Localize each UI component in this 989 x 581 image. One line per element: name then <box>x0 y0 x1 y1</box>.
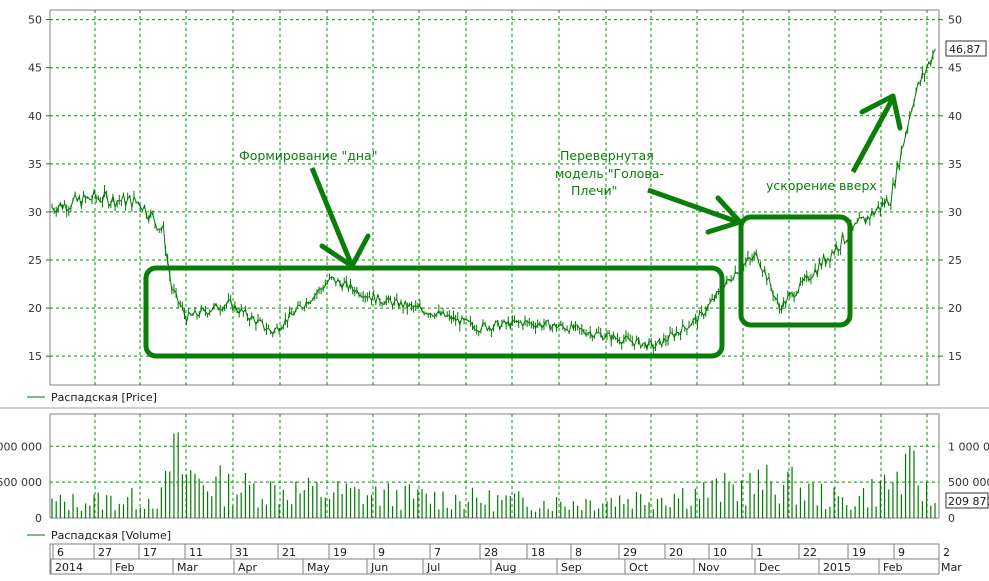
time-month-label: Sep <box>561 561 582 574</box>
annotation-box-hs <box>738 214 853 328</box>
time-month-label: 2015 <box>823 561 851 574</box>
time-month-label: Jul <box>426 561 440 574</box>
price-tick-label-right: 30 <box>948 206 962 219</box>
volume-y-axis: 1 000 000 500 000 0 1 000 000 500 000 0 <box>0 440 989 525</box>
volume-tick-label-right: 1 000 000 <box>948 440 989 453</box>
time-axis-labels: 6 27 17 11 31 21 19 9 7 28 18 8 29 20 10 1 22 19 9 2 2014 Feb… <box>50 544 962 574</box>
annotation-arrow-up <box>850 96 896 174</box>
time-month-label: Aug <box>495 561 516 574</box>
time-day-label: 2 <box>943 546 950 559</box>
time-month-label: Mar <box>941 561 962 574</box>
price-y-axis-right: 50 45 40 35 30 25 20 15 <box>939 14 962 363</box>
time-day-label: 9 <box>378 546 385 559</box>
volume-legend-label: Распадская [Volume] <box>51 529 171 542</box>
volume-last-value: 209 871 <box>948 495 989 508</box>
time-month-label: 2014 <box>55 561 83 574</box>
annotation-inverted-hs-line2: модель "Голова- <box>555 166 664 181</box>
annotation-arrow-hs <box>647 187 739 225</box>
volume-bars <box>51 432 936 518</box>
time-month-label: Oct <box>629 561 649 574</box>
volume-tick-label-right: 500 000 <box>948 476 989 489</box>
price-series <box>51 48 936 356</box>
price-tick-label-right: 45 <box>948 62 962 75</box>
volume-last-value-box <box>945 492 989 509</box>
annotation-acceleration: ускорение вверх <box>766 178 877 193</box>
price-tick-label-right: 50 <box>948 14 962 27</box>
price-last-value-box <box>945 40 987 57</box>
annotation-arrow-bottom <box>309 167 355 267</box>
volume-tick-label-left: 500 000 <box>0 476 42 489</box>
volume-grid <box>50 414 939 518</box>
time-day-label: 18 <box>531 546 545 559</box>
price-tick-label-right: 40 <box>948 110 962 123</box>
price-tick-label-right: 35 <box>948 158 962 171</box>
price-legend-label: Распадская [Price] <box>51 391 157 404</box>
time-day-label: 9 <box>898 546 905 559</box>
time-day-label: 31 <box>235 546 249 559</box>
price-y-axis-left: 50 45 40 35 30 25 20 15 <box>28 14 50 363</box>
price-tick-label-left: 50 <box>28 14 42 27</box>
time-day-label: 17 <box>143 546 157 559</box>
annotation-inverted-hs-line1: Перевернутая <box>560 148 654 163</box>
time-month-label: May <box>307 561 330 574</box>
time-day-label: 19 <box>333 546 347 559</box>
time-day-label: 7 <box>434 546 441 559</box>
time-month-label: Dec <box>759 561 780 574</box>
price-tick-label-left: 25 <box>28 254 42 267</box>
price-tick-label-left: 15 <box>28 350 42 363</box>
price-panel <box>49 9 940 386</box>
time-day-label: 21 <box>282 546 296 559</box>
annotation-bottom-formation: Формирование "дна" <box>239 148 377 163</box>
time-day-label: 27 <box>98 546 112 559</box>
price-tick-label-left: 45 <box>28 62 42 75</box>
annotation-inverted-hs-line3: Плечи" <box>571 183 617 198</box>
price-tick-label-left: 30 <box>28 206 42 219</box>
price-tick-label-left: 40 <box>28 110 42 123</box>
price-tick-label-right: 25 <box>948 254 962 267</box>
time-month-label: Nov <box>698 561 720 574</box>
time-month-label: Feb <box>115 561 134 574</box>
time-day-label: 6 <box>57 546 64 559</box>
time-day-label: 8 <box>575 546 582 559</box>
time-day-label: 22 <box>803 546 817 559</box>
price-tick-label-left: 35 <box>28 158 42 171</box>
volume-tick-label-left: 0 <box>35 512 42 525</box>
time-day-label: 20 <box>669 546 683 559</box>
volume-tick-label-right: 0 <box>948 512 955 525</box>
price-tick-label-right: 15 <box>948 350 962 363</box>
time-month-label: Jun <box>370 561 388 574</box>
annotation-arrowhead-up <box>859 93 903 131</box>
time-month-label: Apr <box>238 561 258 574</box>
price-tick-label-right: 20 <box>948 302 962 315</box>
volume-panel <box>49 413 940 519</box>
time-month-label: Feb <box>883 561 902 574</box>
volume-tick-label-left: 1 000 000 <box>0 440 42 453</box>
time-day-label: 28 <box>484 546 498 559</box>
time-day-label: 19 <box>852 546 866 559</box>
time-month-label: Mar <box>177 561 198 574</box>
price-last-value: 46,87 <box>949 43 981 56</box>
time-day-label: 1 <box>756 546 763 559</box>
annotation-box-bottom <box>143 265 725 359</box>
time-day-label: 29 <box>623 546 637 559</box>
price-tick-label-left: 20 <box>28 302 42 315</box>
time-day-label: 11 <box>189 546 203 559</box>
time-day-label: 10 <box>713 546 727 559</box>
price-line <box>51 49 936 351</box>
